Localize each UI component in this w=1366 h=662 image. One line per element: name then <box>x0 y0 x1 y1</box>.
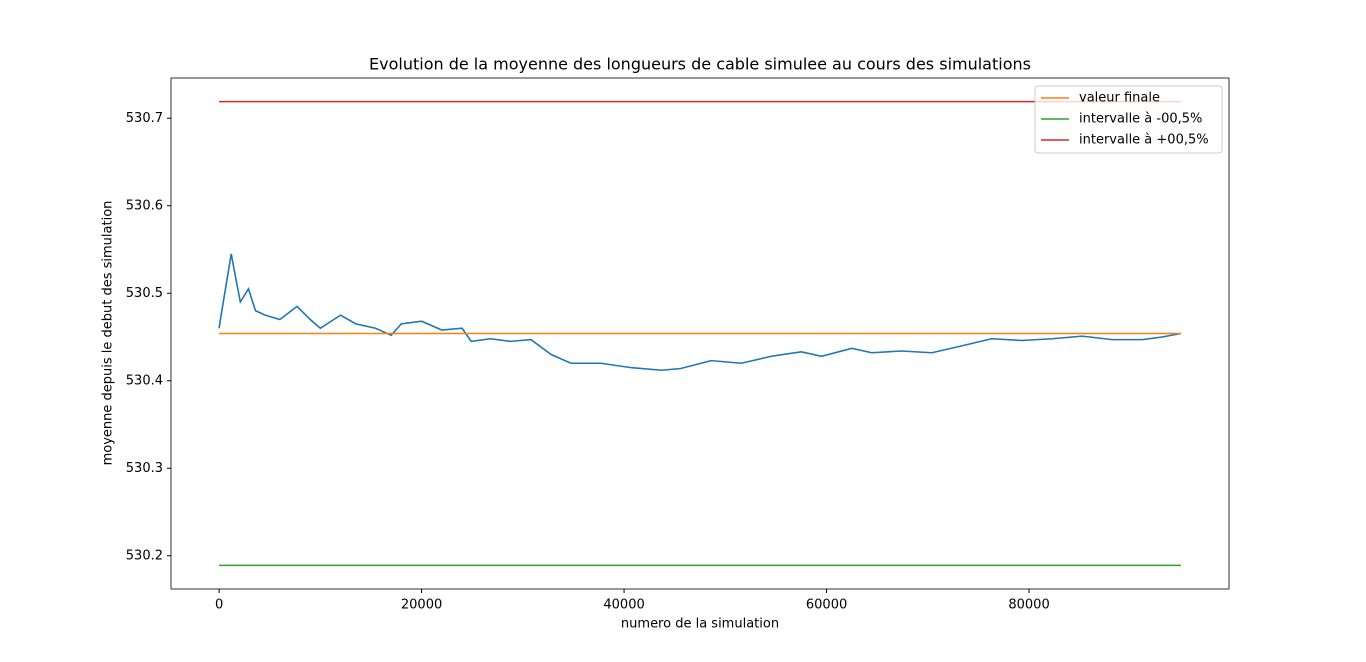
y-tick-label: 530.5 <box>126 286 163 301</box>
series-line <box>218 253 1182 372</box>
x-axis-label: numero de la simulation <box>621 617 779 632</box>
legend-box <box>1034 85 1223 154</box>
x-tick-label: 20000 <box>401 598 442 613</box>
x-tick-label: 40000 <box>603 598 644 613</box>
y-axis-label: moyenne depuis le debut des simulation <box>101 201 116 466</box>
legend-label: intervalle à -00,5% <box>1079 112 1202 127</box>
y-tick-label: 530.4 <box>126 373 163 388</box>
x-tick-label: 0 <box>215 598 223 613</box>
y-tick-label: 530.2 <box>126 548 163 563</box>
legend-label: intervalle à +00,5% <box>1079 133 1209 148</box>
y-tick-label: 530.7 <box>126 111 163 126</box>
chart-title: Evolution de la moyenne des longueurs de… <box>369 55 1031 74</box>
y-tick-label: 530.6 <box>126 198 163 213</box>
y-tick-label: 530.3 <box>126 461 163 476</box>
x-tick-label: 80000 <box>1008 598 1049 613</box>
x-tick-label: 60000 <box>806 598 847 613</box>
plot-frame <box>170 77 1230 590</box>
legend-label: valeur finale <box>1079 91 1160 106</box>
